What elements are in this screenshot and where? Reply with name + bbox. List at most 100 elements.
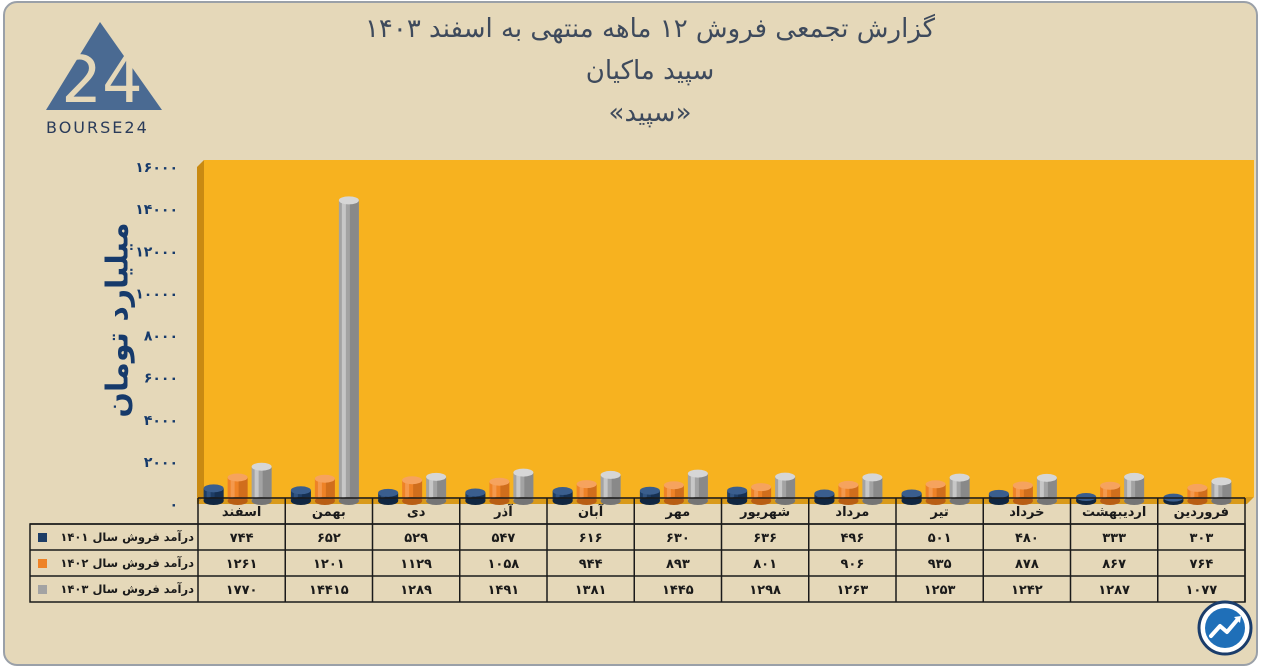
category-label: فروردین (1174, 505, 1229, 520)
data-value-label: ۱۷۷۰ (226, 583, 258, 598)
logo-mark: 24 (61, 44, 142, 118)
legend-series-name: درآمد فروش سال ۱۴۰۱ (60, 530, 194, 545)
data-value-label: ۵۴۷ (491, 531, 515, 546)
data-value-label: ۱۲۵۳ (924, 583, 956, 598)
category-label: تیر (929, 505, 948, 520)
bar (1211, 477, 1232, 505)
bar (338, 196, 359, 505)
data-value-label: ۸۶۷ (1102, 557, 1126, 572)
legend-swatch (38, 559, 47, 568)
y-tick-label: ۱۲۰۰۰ (135, 244, 178, 260)
chart-title: گزارش تجمعی فروش ۱۲ ماهه منتهی به اسفند … (300, 8, 1000, 134)
category-label: مرداد (835, 505, 869, 520)
bar (552, 487, 573, 505)
bar (1163, 493, 1184, 505)
bar (378, 488, 399, 505)
data-value-label: ۸۹۳ (666, 557, 690, 572)
y-tick-label: ۱۶۰۰۰ (135, 160, 178, 176)
data-value-label: ۱۲۴۲ (1011, 583, 1043, 598)
data-value-label: ۱۰۵۸ (488, 557, 520, 572)
data-value-label: ۱۴۴۵ (662, 583, 694, 598)
data-value-label: ۱۱۲۹ (400, 557, 432, 572)
data-value-label: ۹۰۶ (840, 557, 864, 572)
category-label: اردیبهشت (1082, 505, 1146, 520)
trend-chart-icon (1197, 600, 1253, 656)
category-label: بهمن (312, 505, 346, 520)
data-value-label: ۶۳۶ (753, 531, 777, 546)
y-tick-label: ۶۰۰۰ (144, 371, 178, 387)
data-value-label: ۷۶۴ (1189, 557, 1213, 572)
bar (465, 488, 486, 505)
data-value-label: ۹۳۵ (928, 557, 952, 572)
category-label: اسفند (222, 505, 261, 520)
bar (600, 470, 621, 505)
legend-series-name: درآمد فروش سال ۱۴۰۳ (60, 582, 194, 597)
data-value-label: ۱۲۸۷ (1098, 583, 1130, 598)
data-value-label: ۳۳۳ (1102, 531, 1126, 546)
bar (314, 474, 335, 505)
legend-swatch (38, 533, 47, 542)
data-value-label: ۷۴۴ (230, 531, 254, 546)
y-tick-label: ۸۰۰۰ (144, 329, 178, 345)
data-value-label: ۶۳۰ (666, 531, 690, 546)
bar (1124, 472, 1145, 505)
data-value-label: ۹۴۴ (579, 557, 603, 572)
title-line-1: گزارش تجمعی فروش ۱۲ ماهه منتهی به اسفند … (364, 14, 936, 44)
category-label: خرداد (1009, 505, 1044, 520)
category-label: دی (407, 505, 426, 520)
title-line-3: «سپید» (608, 98, 692, 128)
y-tick-label: ۱۴۰۰۰ (135, 202, 178, 218)
data-value-label: ۳۰۳ (1189, 531, 1213, 546)
bar (663, 481, 684, 505)
bar (727, 486, 748, 505)
bar (901, 489, 922, 505)
data-value-label: ۶۱۶ (579, 531, 603, 546)
bar (402, 476, 423, 505)
data-value-label: ۱۴۴۱۵ (309, 583, 349, 598)
y-tick-label: ۰ (169, 497, 178, 513)
y-tick-label: ۴۰۰۰ (144, 413, 178, 429)
bar (838, 480, 859, 505)
title-line-2: سپید ماکیان (585, 56, 715, 86)
bar (751, 483, 772, 505)
bar (949, 473, 970, 505)
data-value-label: ۱۲۹۸ (749, 583, 781, 598)
data-value-label: ۱۴۹۱ (488, 583, 520, 598)
category-label: شهریور (739, 505, 790, 520)
data-value-label: ۸۷۸ (1015, 557, 1039, 572)
data-value-label: ۱۲۶۱ (226, 557, 258, 572)
bar (1187, 483, 1208, 505)
category-label: آذر (493, 503, 513, 520)
data-value-label: ۴۹۶ (840, 531, 864, 546)
bar (775, 472, 796, 505)
data-value-label: ۱۳۸۱ (575, 583, 607, 598)
bar (1076, 492, 1097, 505)
data-value-label: ۶۵۲ (317, 531, 341, 546)
bar (290, 486, 311, 505)
bar (489, 477, 510, 505)
y-tick-label: ۱۰۰۰۰ (135, 286, 178, 302)
data-value-label: ۴۸۰ (1015, 531, 1039, 546)
bar (513, 468, 534, 505)
data-value-label: ۱۲۰۱ (313, 557, 345, 572)
bar (1036, 473, 1057, 505)
legend-series-name: درآمد فروش سال ۱۴۰۲ (60, 556, 194, 571)
data-value-label: ۱۰۷۷ (1186, 583, 1218, 598)
bar (639, 486, 660, 505)
bar (1012, 481, 1033, 505)
bar (1100, 481, 1121, 505)
data-value-label: ۵۰۱ (928, 531, 952, 546)
bar (862, 473, 883, 505)
bar (227, 473, 248, 505)
data-value-label: ۸۰۱ (753, 557, 777, 572)
legend-swatch (38, 585, 47, 594)
category-label: مهر (665, 505, 691, 520)
data-value-label: ۱۲۸۹ (400, 583, 432, 598)
data-value-label: ۵۲۹ (404, 531, 428, 546)
category-label: آبان (578, 503, 604, 520)
plot-area (204, 160, 1254, 497)
bar (925, 480, 946, 505)
bar (203, 484, 224, 505)
bourse24-logo: 24 (40, 18, 170, 138)
